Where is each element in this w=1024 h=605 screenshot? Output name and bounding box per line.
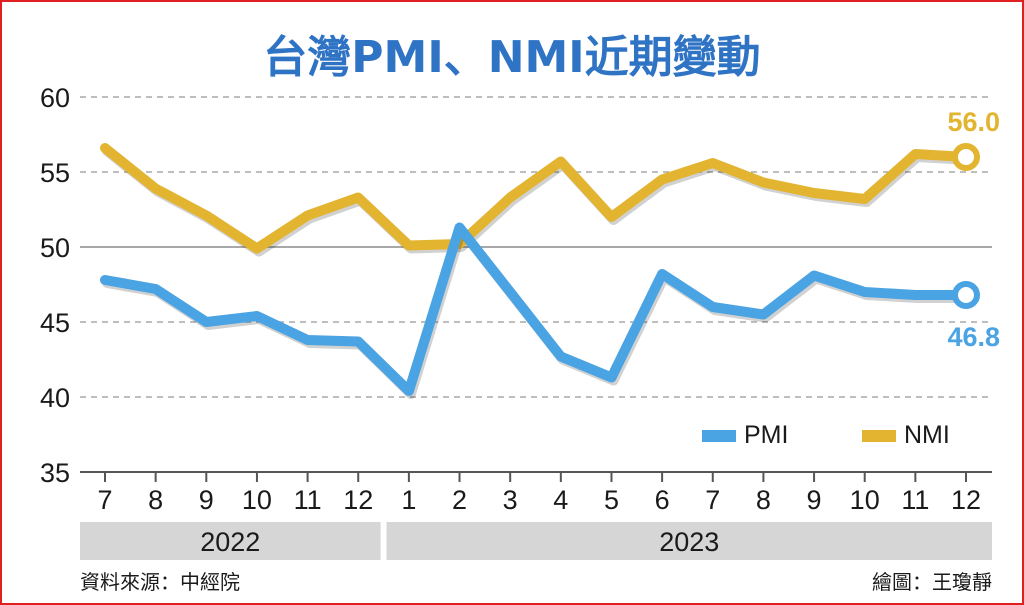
pmi-point xyxy=(607,373,616,382)
pmi-point xyxy=(303,336,312,344)
pmi-point xyxy=(658,270,667,278)
pmi-legend-label: PMI xyxy=(744,421,788,449)
pmi-point xyxy=(354,337,363,346)
pmi-point xyxy=(252,312,261,320)
y-tick-label: 40 xyxy=(40,383,70,413)
x-tick-label: 5 xyxy=(604,485,619,515)
year-label: 2023 xyxy=(659,527,719,557)
pmi-end-label: 46.8 xyxy=(947,322,1000,352)
pmi-point xyxy=(911,291,920,299)
pmi-line-shadow xyxy=(102,225,973,399)
nmi-point xyxy=(303,211,312,220)
x-tick-label: 7 xyxy=(705,485,720,515)
nmi-point xyxy=(911,150,920,158)
y-tick-label: 50 xyxy=(40,233,70,263)
nmi-legend-swatch xyxy=(862,430,896,442)
x-tick-label: 11 xyxy=(294,485,322,515)
source-note: 資料來源：中經院 xyxy=(80,570,240,594)
y-tick-label: 60 xyxy=(40,83,70,113)
nmi-end-label: 56.0 xyxy=(947,107,1000,137)
pmi-point xyxy=(404,387,413,395)
pmi-legend-swatch xyxy=(702,430,736,442)
pmi-end-marker xyxy=(952,281,980,309)
x-tick-label: 1 xyxy=(401,485,416,515)
pmi-point xyxy=(556,352,565,361)
nmi-point xyxy=(658,175,667,184)
x-tick-label: 7 xyxy=(97,485,112,515)
pmi-point xyxy=(151,285,160,293)
x-tick-label: 3 xyxy=(503,485,518,515)
nmi-line xyxy=(100,143,971,254)
pmi-point xyxy=(759,310,768,319)
x-tick-label: 10 xyxy=(850,485,880,515)
pmi-point xyxy=(202,318,211,326)
nmi-point xyxy=(860,195,869,203)
nmi-point xyxy=(354,193,363,202)
nmi-point xyxy=(151,184,160,193)
nmi-point xyxy=(556,157,565,166)
x-tick-label: 12 xyxy=(343,485,373,515)
x-tick-label: 9 xyxy=(807,485,822,515)
x-tick-label: 11 xyxy=(901,485,929,515)
x-tick-label: 9 xyxy=(199,485,214,515)
nmi-point xyxy=(607,213,616,221)
x-tick-label: 8 xyxy=(756,485,771,515)
pmi-line xyxy=(100,222,971,396)
nmi-end-marker xyxy=(952,143,980,171)
x-tick-label: 8 xyxy=(148,485,163,515)
nmi-point xyxy=(506,193,515,202)
pmi-point xyxy=(455,223,464,232)
nmi-point xyxy=(101,144,109,152)
x-tick-label: 4 xyxy=(553,485,568,515)
x-tick-label: 12 xyxy=(951,485,981,515)
credit-note: 繪圖：王瓊靜 xyxy=(872,570,992,594)
nmi-point xyxy=(810,189,819,197)
nmi-point xyxy=(202,211,211,220)
x-tick-label: 6 xyxy=(655,485,670,515)
pmi-point xyxy=(506,288,515,296)
x-tick-label: 10 xyxy=(242,485,272,515)
year-label: 2022 xyxy=(200,527,260,557)
pmi-point xyxy=(810,271,819,280)
nmi-point xyxy=(404,241,413,250)
year-band xyxy=(386,522,992,560)
pmi-point xyxy=(101,276,109,284)
pmi-point xyxy=(708,303,717,311)
y-tick-label: 45 xyxy=(40,308,70,338)
nmi-point xyxy=(252,244,261,253)
y-tick-label: 55 xyxy=(40,158,70,188)
nmi-legend-label: NMI xyxy=(904,421,950,449)
nmi-point xyxy=(759,178,768,187)
year-band xyxy=(80,522,381,560)
nmi-point xyxy=(708,159,717,167)
x-tick-label: 2 xyxy=(452,485,467,515)
pmi-point xyxy=(860,288,869,296)
y-tick-label: 35 xyxy=(40,458,70,488)
chart-title: 台灣PMI、NMI近期變動 xyxy=(263,32,760,83)
